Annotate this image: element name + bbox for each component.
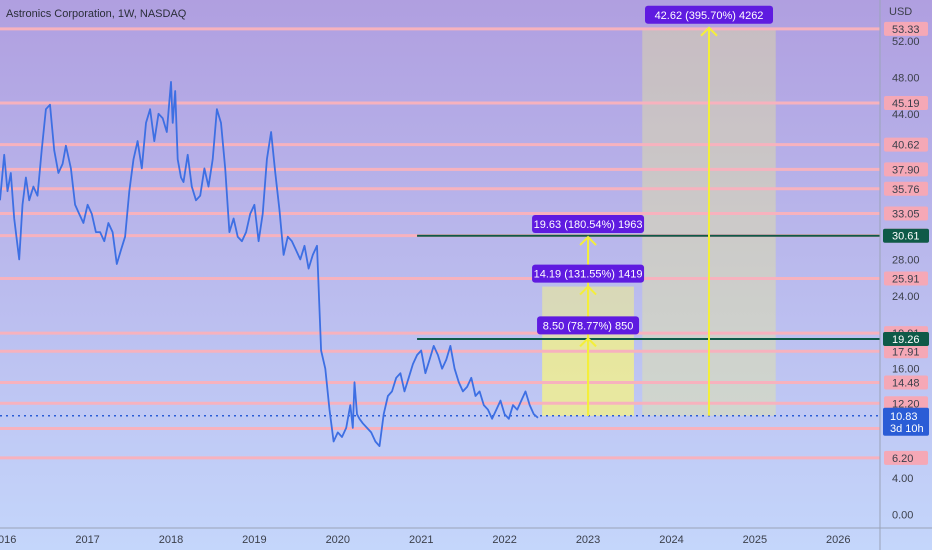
resistance-level-label: 25.91 [892,273,920,285]
current-price-badge [883,407,929,436]
currency-label: USD [889,6,912,18]
x-tick-label: 2017 [75,534,99,546]
measurement-tag [537,316,640,335]
measurement-tag [532,264,645,283]
target-arrow-head [579,235,597,246]
x-tick-label: 2026 [826,534,850,546]
x-tick-label: 2019 [242,534,266,546]
x-tick-label: 2022 [492,534,516,546]
measurement-tag-label: 19.63 (180.54%) 1963 [534,219,643,231]
resistance-level-label: 33.05 [892,208,920,220]
resistance-level-label: 17.91 [892,346,920,358]
bar-countdown-label: 3d 10h [890,423,924,435]
support-level-label: 30.61 [892,231,920,243]
measurement-tag-label: 8.50 (78.77%) 850 [543,320,634,332]
resistance-level-badge [884,137,928,152]
resistance-level-badge [884,95,928,110]
y-tick-label: 24.00 [892,291,920,303]
resistance-level-badge [884,450,928,465]
measurement-tag [645,5,774,24]
current-price-label: 10.83 [890,411,918,423]
y-tick-label: 52.00 [892,36,920,48]
resistance-level-label: 37.90 [892,164,920,176]
resistance-level-label: 40.62 [892,140,920,152]
resistance-level-badge [884,162,928,177]
resistance-level-label: 35.76 [892,184,920,196]
x-tick-label: 2020 [326,534,350,546]
measurement-tag-label: 14.19 (131.55%) 1419 [534,269,643,281]
resistance-level-badge [884,396,928,411]
support-level-label: 19.26 [892,334,920,346]
resistance-level-label: 12.20 [892,398,920,410]
chart-title: Astronics Corporation, 1W, NASDAQ [6,8,187,20]
support-level-badge [883,332,929,347]
resistance-level-label: 6.20 [892,453,913,465]
target-arrow-head [700,26,718,37]
resistance-level-badge [884,206,928,221]
resistance-level-label: 45.19 [892,98,920,110]
resistance-level-badge [884,181,928,196]
x-tick-label: 2025 [743,534,767,546]
x-tick-label: 2021 [409,534,433,546]
y-tick-label: 0.00 [892,509,913,521]
x-tick-label: 2023 [576,534,600,546]
resistance-level-badge [884,21,928,36]
y-tick-label: 28.00 [892,254,920,266]
resistance-level-badge [884,375,928,390]
y-tick-label: 4.00 [892,473,913,485]
resistance-level-badge [884,271,928,286]
y-tick-label: 48.00 [892,72,920,84]
y-tick-label: 44.00 [892,109,920,121]
x-tick-label: 2018 [159,534,183,546]
resistance-level-badge [884,344,928,359]
support-level-badge [883,228,929,243]
y-tick-label: 16.00 [892,364,920,376]
price-series-line [0,81,539,448]
measurement-tag [532,215,645,234]
measurement-tag-label: 42.62 (395.70%) 4262 [655,10,764,22]
resistance-level-label: 53.33 [892,24,920,36]
resistance-level-label: 14.48 [892,378,920,390]
x-tick-label: 2024 [659,534,683,546]
